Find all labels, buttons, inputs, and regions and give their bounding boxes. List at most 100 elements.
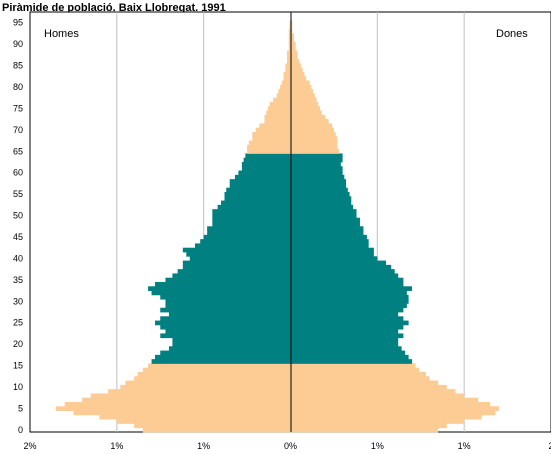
men-bar: [160, 316, 291, 321]
women-bar: [290, 46, 296, 51]
women-bar: [290, 89, 314, 94]
y-tick-label: 25: [13, 318, 23, 328]
women-bar: [290, 363, 416, 369]
women-bar: [290, 226, 364, 231]
men-bar: [273, 97, 291, 103]
men-bar: [229, 179, 291, 184]
men-bar: [241, 162, 291, 167]
men-bar: [160, 350, 291, 356]
y-tick-label: 0: [18, 425, 23, 435]
women-bar: [290, 230, 364, 236]
men-bar: [90, 393, 291, 399]
women-bar: [290, 162, 341, 167]
men-bar: [281, 80, 291, 86]
women-bar: [290, 252, 374, 257]
men-bar: [160, 324, 291, 330]
women-bar: [290, 256, 378, 261]
y-tick-label: 80: [13, 82, 23, 92]
x-tick-label: 2%: [23, 441, 36, 451]
chart-title: Piràmide de població. Baix Llobregat. 19…: [2, 2, 226, 14]
women-bar: [290, 67, 303, 73]
men-bar: [266, 110, 291, 116]
women-bar: [290, 329, 399, 334]
men-bar: [212, 213, 291, 219]
women-bar: [290, 157, 343, 163]
men-bar: [168, 346, 291, 351]
men-bar: [182, 264, 291, 270]
men-bar: [264, 119, 291, 124]
women-bar: [290, 187, 348, 193]
men-bar: [229, 183, 291, 189]
women-bar: [290, 384, 447, 390]
y-tick-label: 60: [13, 168, 23, 178]
men-bar: [142, 427, 291, 433]
men-bar: [82, 397, 291, 403]
women-bar: [290, 72, 305, 77]
x-tick-labels: 2% 1% 1% 0% 1% 1% 2: [23, 441, 551, 451]
men-bar: [186, 252, 291, 257]
women-bar: [290, 217, 360, 223]
women-bar: [290, 286, 413, 291]
women-bar: [290, 97, 317, 103]
women-bar: [290, 397, 479, 403]
women-bar: [290, 260, 387, 266]
x-tick-label: 1%: [197, 441, 210, 451]
women-bar: [290, 307, 404, 313]
women-bar: [290, 123, 333, 129]
men-bar: [288, 33, 291, 39]
y-tick-label: 45: [13, 232, 23, 242]
y-tick-label: 5: [18, 403, 23, 413]
women-bar: [290, 196, 352, 201]
women-bar: [290, 80, 310, 86]
women-label: Dones: [496, 28, 528, 40]
men-bar: [287, 50, 291, 56]
y-tick-label: 85: [13, 61, 23, 71]
men-bar: [252, 136, 291, 141]
women-bar: [290, 174, 345, 180]
men-bar: [252, 132, 291, 137]
men-bar: [283, 72, 291, 77]
women-bar: [290, 84, 312, 90]
men-bar: [243, 157, 291, 163]
women-bar: [290, 153, 343, 159]
women-bar: [290, 222, 360, 227]
men-bar: [64, 402, 291, 407]
women-bar: [290, 127, 334, 133]
men-bar: [212, 222, 291, 227]
men-bar: [224, 196, 291, 201]
women-bar: [290, 110, 322, 116]
men-bar: [134, 423, 291, 429]
y-tick-label: 90: [13, 39, 23, 49]
men-bar: [155, 282, 291, 287]
women-bar: [290, 204, 354, 210]
y-tick-label: 95: [13, 18, 23, 28]
women-bar: [290, 102, 319, 107]
men-bar: [212, 217, 291, 223]
men-bar: [165, 277, 291, 283]
women-bar: [290, 312, 399, 317]
men-bar: [269, 102, 291, 107]
y-tick-label: 35: [13, 275, 23, 285]
men-bar: [182, 247, 291, 253]
men-bar: [255, 127, 291, 133]
women-bar: [290, 367, 420, 373]
men-bar: [289, 24, 291, 30]
women-bar: [290, 406, 499, 411]
women-bar: [290, 290, 407, 296]
men-bar: [200, 239, 291, 244]
y-tick-labels: 0 5 10 15 20 25 30 35 40 45 50 55 60 65 70 75 80 85 90 95: [13, 18, 23, 435]
women-bar: [290, 337, 399, 343]
men-bar: [56, 406, 291, 411]
women-bar: [290, 149, 340, 154]
men-bar: [116, 419, 291, 424]
men-bar: [207, 230, 291, 236]
women-bar: [290, 303, 407, 309]
women-bar: [290, 316, 404, 321]
men-label: Homes: [44, 28, 79, 40]
women-bar: [290, 350, 406, 356]
men-bar: [165, 299, 291, 304]
bars: [56, 20, 499, 433]
men-bar: [288, 46, 291, 51]
men-bar: [217, 204, 291, 210]
x-tick-label: 2: [548, 441, 551, 451]
